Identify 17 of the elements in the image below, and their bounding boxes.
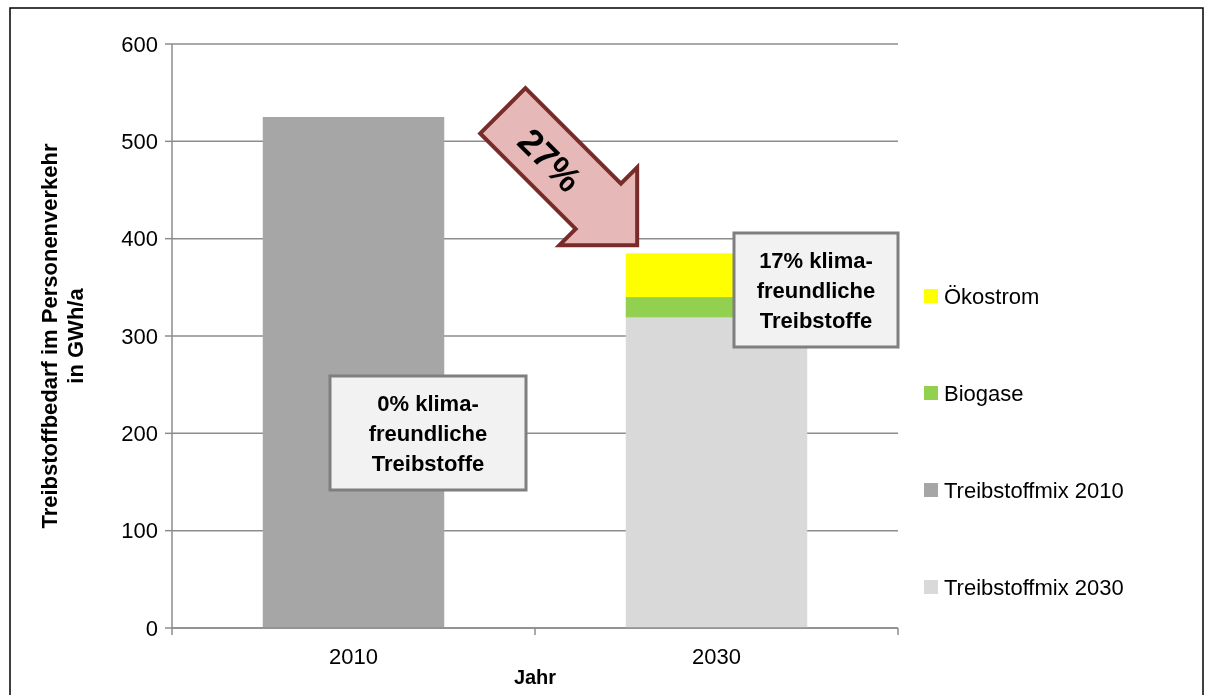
legend-label: Biogase [944,380,1024,406]
y-tick-label: 200 [121,421,158,447]
x-tick-label: 2030 [692,644,741,669]
y-tick-label: 600 [121,31,158,57]
annotation: 17% klima- freundliche Treibstoffe [756,247,876,333]
y-tick-label: 0 [145,615,158,641]
y-tick-label: 300 [121,323,158,349]
y-tick-label: 400 [121,226,158,252]
y-tick-label: 100 [121,518,158,544]
y-axis-title: Treibstoffbedarf im Personenverkehr in GWh/a [36,143,88,529]
legend-label: Treibstoffmix 2030 [944,574,1124,600]
legend-label: Ökostrom [944,283,1040,309]
y-tick-label: 500 [121,129,158,155]
legend-label: Treibstoffmix 2010 [944,477,1124,503]
x-axis-title: Jahr [513,666,557,688]
x-tick-label: 2010 [329,644,378,669]
annotation: 0% klima- freundliche Treibstoffe [368,390,488,476]
